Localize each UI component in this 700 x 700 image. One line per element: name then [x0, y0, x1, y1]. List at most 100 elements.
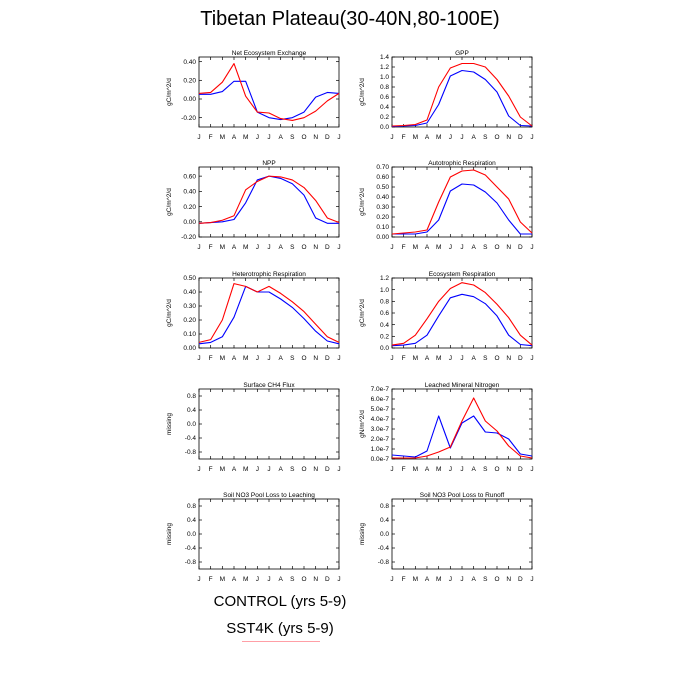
x-tick-label: A — [232, 244, 237, 251]
y-axis-label: gC/m^2/d — [359, 188, 366, 216]
x-tick-label: J — [256, 576, 259, 583]
y-tick-label: 0.00 — [183, 345, 196, 352]
y-tick-label: -0.8 — [185, 559, 197, 566]
x-tick-label: J — [256, 134, 259, 141]
x-tick-label: O — [494, 244, 499, 251]
x-tick-label: O — [301, 355, 306, 362]
y-axis-label: missing — [359, 523, 366, 545]
y-tick-label: 0.20 — [183, 204, 196, 211]
series-line-sst4k — [391, 282, 533, 346]
x-tick-label: N — [313, 244, 318, 251]
x-tick-label: F — [209, 355, 213, 362]
x-tick-label: J — [390, 466, 393, 473]
x-tick-label: M — [243, 244, 248, 251]
x-tick-label: N — [313, 134, 318, 141]
x-tick-label: M — [413, 134, 418, 141]
x-tick-label: A — [278, 355, 283, 362]
x-tick-label: M — [436, 355, 441, 362]
panel-leached-mineral-nitrogen: Leached Mineral Nitrogen 0.0e-7 1.0e-7 2.0e… — [359, 382, 534, 473]
x-tick-label: D — [518, 134, 523, 141]
x-tick-label: A — [471, 134, 476, 141]
y-tick-label: 0.70 — [376, 164, 389, 171]
x-tick-label: F — [402, 244, 406, 251]
x-tick-label: D — [325, 355, 330, 362]
x-tick-label: M — [436, 244, 441, 251]
x-tick-label: N — [313, 355, 318, 362]
panel-title: Surface CH4 Flux — [243, 382, 295, 389]
x-tick-label: J — [197, 466, 200, 473]
x-tick-label: J — [267, 466, 270, 473]
y-tick-label: 0.4 — [380, 322, 389, 329]
x-tick-label: A — [232, 355, 237, 362]
x-tick-label: A — [471, 244, 476, 251]
x-tick-label: J — [460, 576, 463, 583]
x-tick-label: S — [290, 244, 295, 251]
y-tick-label: 0.6 — [380, 94, 389, 101]
y-tick-label: 0.30 — [183, 303, 196, 310]
panel-title: GPP — [455, 50, 469, 57]
x-tick-label: F — [209, 466, 213, 473]
plot-frame — [198, 166, 340, 238]
panel-autotrophic-respiration: Autotrophic Respiration 0.00 0.10 0.20 0.30 0… — [359, 160, 534, 251]
x-tick-label: J — [267, 576, 270, 583]
y-axis-label: missing — [166, 523, 173, 545]
x-tick-label: J — [530, 134, 533, 141]
x-tick-label: S — [290, 355, 295, 362]
y-tick-label: 1.2 — [380, 64, 389, 71]
x-tick-label: F — [402, 576, 406, 583]
x-tick-label: J — [530, 466, 533, 473]
x-tick-label: M — [243, 576, 248, 583]
legend-label-control: CONTROL (yrs 5-9) — [213, 593, 347, 610]
y-tick-label: 1.0 — [380, 74, 389, 81]
x-tick-label: O — [494, 576, 499, 583]
y-tick-label: 7.0e-7 — [371, 386, 390, 393]
y-axis-label: gN/m^2/d — [359, 410, 366, 438]
x-tick-label: A — [232, 576, 237, 583]
y-tick-label: 0.8 — [187, 503, 196, 510]
x-tick-label: A — [425, 576, 430, 583]
y-tick-label: 5.0e-7 — [371, 406, 390, 413]
x-tick-label: M — [413, 576, 418, 583]
x-tick-label: J — [267, 244, 270, 251]
y-tick-label: 0.4 — [380, 104, 389, 111]
panel-net-ecosystem-exchange: Net Ecosystem Exchange -0.20 0.00 0.20 0.40 J… — [166, 50, 341, 141]
y-tick-label: -0.8 — [378, 559, 390, 566]
x-tick-label: A — [232, 466, 237, 473]
x-tick-label: J — [256, 244, 259, 251]
x-tick-label: F — [402, 466, 406, 473]
series-line-sst4k — [198, 283, 340, 343]
y-tick-label: 0.00 — [183, 96, 196, 103]
x-tick-label: A — [425, 355, 430, 362]
x-tick-label: J — [460, 244, 463, 251]
x-tick-label: M — [436, 466, 441, 473]
x-tick-label: D — [518, 466, 523, 473]
y-tick-label: 0.0 — [187, 421, 196, 428]
x-tick-label: F — [209, 134, 213, 141]
series-line-control — [391, 415, 533, 458]
x-tick-label: J — [337, 355, 340, 362]
x-tick-label: J — [197, 355, 200, 362]
x-tick-label: J — [256, 466, 259, 473]
panel-soil-no3-pool-loss-to-runoff: Soil NO3 Pool Loss to Runoff -0.8 -0.4 0.0 0… — [359, 492, 534, 583]
x-tick-label: N — [506, 134, 511, 141]
x-tick-label: J — [197, 134, 200, 141]
x-tick-label: J — [449, 466, 452, 473]
x-tick-label: D — [518, 355, 523, 362]
y-axis-label: missing — [166, 413, 173, 435]
series-line-sst4k — [391, 169, 533, 235]
panel-title: Soil NO3 Pool Loss to Leaching — [223, 492, 315, 499]
plot-frame — [391, 498, 533, 570]
y-tick-label: 0.0 — [380, 345, 389, 352]
panel-title: Soil NO3 Pool Loss to Runoff — [420, 492, 505, 499]
y-tick-label: 0.20 — [183, 78, 196, 85]
panel-heterotrophic-respiration: Heterotrophic Respiration 0.00 0.10 0.20 0.3… — [166, 271, 341, 362]
x-tick-label: N — [506, 244, 511, 251]
x-tick-label: M — [413, 466, 418, 473]
x-tick-label: J — [460, 355, 463, 362]
x-tick-label: N — [313, 466, 318, 473]
x-tick-label: M — [220, 466, 225, 473]
x-tick-label: D — [325, 466, 330, 473]
y-tick-label: 0.40 — [376, 194, 389, 201]
